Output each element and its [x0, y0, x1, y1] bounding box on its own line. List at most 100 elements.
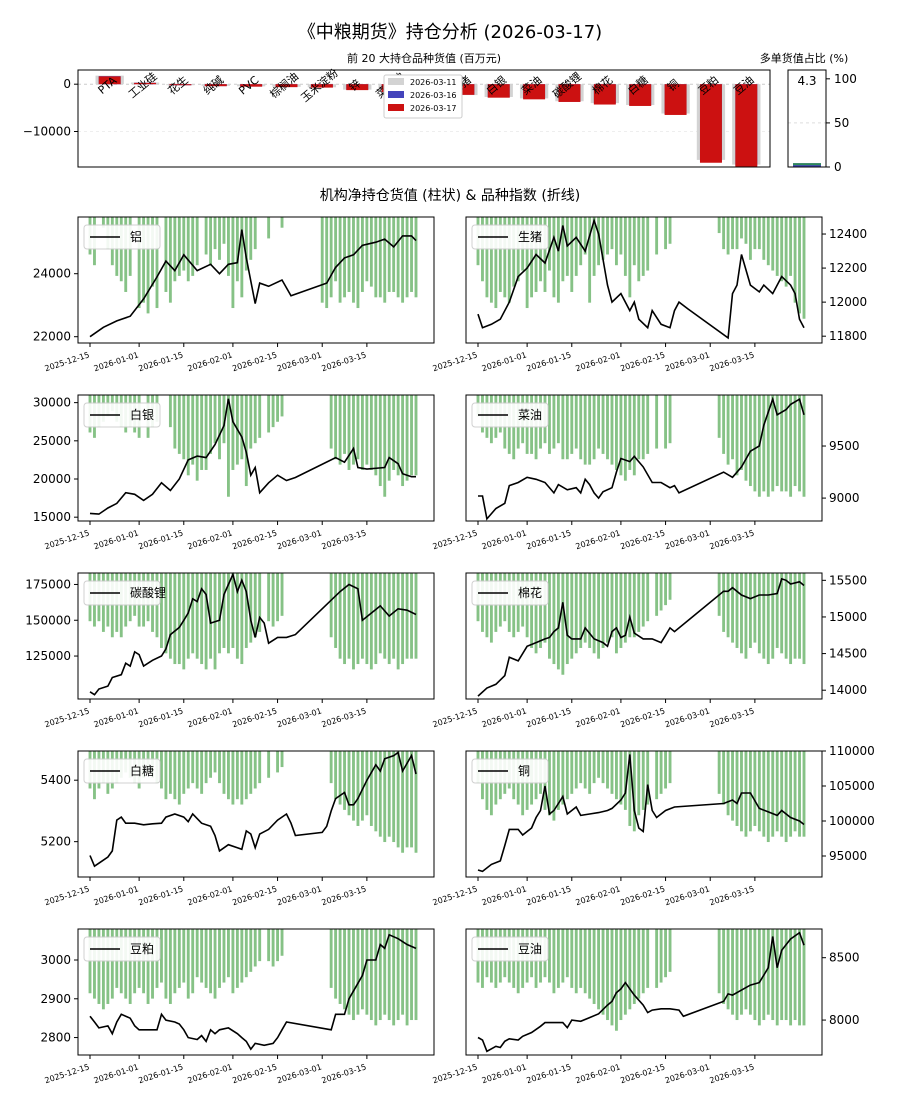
position-bar: [267, 929, 271, 962]
position-bar: [401, 573, 405, 665]
xtick-label: 2025-12-15: [432, 350, 479, 373]
panel-legend-label: 菜油: [518, 408, 542, 422]
position-bar: [731, 751, 734, 821]
position-bar: [106, 929, 110, 1004]
panel-frame: [77, 216, 435, 344]
ytick-label: 12200: [829, 261, 867, 275]
position-bar: [570, 929, 574, 988]
position-bar: [160, 573, 163, 648]
position-bar: [271, 395, 275, 428]
panel-legend-box: [471, 758, 549, 784]
position-bar: [369, 751, 373, 826]
xtick-label: 2026-02-01: [187, 350, 234, 373]
position-bar: [798, 395, 801, 492]
position-bar: [191, 573, 195, 654]
panel-legend-box: [471, 224, 549, 250]
share-title: 多单货值占比 (%): [760, 51, 849, 65]
panel-frame: [465, 394, 823, 522]
position-bar: [548, 751, 551, 816]
index-line: [478, 396, 805, 521]
position-bar: [347, 751, 351, 816]
top20-title: 前 20 大持仓品种货值 (百万元): [347, 51, 501, 65]
position-bar: [195, 929, 199, 978]
position-bar: [583, 929, 587, 994]
xtick-label: 2026-01-15: [137, 884, 184, 907]
position-bar: [789, 217, 793, 276]
position-bar: [186, 751, 190, 789]
top20-bar-棉花-2026-03-17: [593, 84, 616, 105]
position-bar: [173, 395, 177, 449]
position-bar: [374, 751, 378, 832]
position-bar: [619, 929, 623, 1021]
position-bar: [784, 751, 788, 843]
top20-legend-label: 2026-03-17: [410, 104, 457, 113]
position-bar: [186, 217, 190, 282]
top20-bar-锌-2026-03-17: [346, 84, 369, 91]
position-bar: [396, 751, 400, 848]
position-bar: [610, 929, 614, 1026]
position-bar: [641, 573, 645, 627]
xtick-label: 2026-01-15: [137, 350, 184, 373]
position-bar: [498, 217, 502, 292]
position-bar: [780, 573, 784, 654]
position-bar: [655, 929, 659, 988]
position-bar: [802, 573, 806, 665]
position-bar: [798, 929, 801, 1026]
position-bar: [740, 217, 743, 239]
position-bar: [548, 573, 551, 659]
position-bar: [552, 573, 556, 665]
panel-frame: [465, 216, 823, 344]
position-bar: [320, 217, 324, 303]
position-bar: [615, 217, 618, 266]
position-bar: [592, 929, 596, 1004]
position-bar: [249, 217, 253, 260]
xtick-label: 2026-01-01: [93, 706, 140, 729]
position-bar: [414, 217, 418, 298]
position-bar: [556, 573, 560, 670]
panel-shengzhu: 11800 12000 12200 12400 2025-12-15 2026-01-01…: [432, 216, 867, 373]
xtick-label: 2026-01-01: [93, 528, 140, 551]
position-bar: [606, 751, 609, 789]
position-bar: [637, 573, 641, 632]
position-bar: [579, 217, 583, 266]
position-bar: [726, 217, 730, 255]
position-bar: [360, 929, 364, 1010]
position-bar: [396, 217, 400, 298]
ytick-label: 12000: [829, 295, 867, 309]
position-bar: [722, 573, 726, 632]
share-ytick-label: 50: [834, 116, 849, 130]
position-bar: [218, 573, 221, 654]
position-bar: [757, 929, 761, 1026]
position-bar: [588, 751, 592, 794]
position-bar: [731, 395, 734, 460]
position-bar: [574, 573, 578, 654]
position-bar: [347, 217, 351, 292]
share-frame: [787, 69, 827, 168]
position-bar: [235, 929, 239, 988]
panel-legend-box: [471, 936, 549, 962]
ytick-label: 14500: [829, 647, 867, 661]
position-bar: [731, 217, 734, 250]
xtick-label: 2026-02-15: [619, 350, 666, 373]
position-bar: [623, 395, 627, 481]
position-bar: [146, 217, 150, 314]
ytick-label: 150000: [25, 613, 71, 627]
position-bar: [213, 929, 217, 999]
position-bar: [387, 573, 391, 665]
xtick-label: 2026-03-15: [708, 884, 755, 907]
ytick-label: 2900: [40, 992, 71, 1006]
position-bar: [606, 929, 609, 1021]
position-bar: [405, 395, 409, 481]
panel-lv: 22000 24000 2025-12-15 2026-01-012026-01-15…: [33, 216, 435, 373]
xtick-label: 2026-02-01: [187, 884, 234, 907]
share-chart: 多单货值占比 (%) 4.3 0 50 100: [760, 51, 857, 174]
ytick-label: 100000: [829, 814, 875, 828]
panel-frame: [77, 750, 435, 878]
xtick-label: 2025-12-15: [432, 528, 479, 551]
position-bar: [655, 573, 659, 616]
position-bar: [325, 217, 329, 309]
position-bar: [392, 929, 396, 1026]
position-bar: [329, 573, 333, 638]
